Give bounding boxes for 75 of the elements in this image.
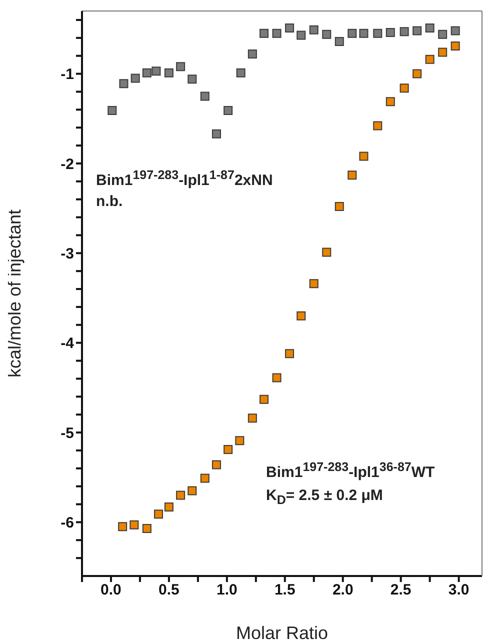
point	[119, 79, 128, 88]
point	[188, 74, 197, 84]
point	[142, 524, 152, 533]
y-tick-label: -2	[60, 156, 74, 173]
x-tick-label: 0.5	[158, 582, 180, 599]
point	[260, 394, 269, 404]
point	[348, 170, 357, 180]
annotation: n.b.	[96, 193, 123, 210]
point	[425, 54, 434, 64]
point	[248, 414, 257, 423]
point	[359, 28, 368, 38]
point	[200, 92, 210, 101]
x-axis-title: Molar Ratio	[236, 623, 328, 641]
x-tick-label: 0.0	[100, 582, 122, 599]
point	[322, 30, 332, 39]
point	[438, 30, 448, 39]
point	[108, 106, 117, 116]
point	[164, 502, 174, 512]
point	[130, 520, 139, 530]
point	[400, 84, 409, 93]
annotation: Bim1$^{197-283}$-Ipl1$^{1-87}$2xNN	[96, 168, 273, 189]
y-tick-label: -4	[60, 335, 75, 352]
point	[176, 490, 186, 500]
point	[152, 66, 161, 76]
point	[235, 436, 244, 446]
point	[224, 106, 233, 116]
point	[224, 445, 233, 454]
point	[348, 28, 357, 38]
point	[309, 279, 318, 288]
point	[450, 41, 460, 50]
point	[334, 202, 344, 212]
point	[450, 26, 460, 36]
point	[118, 522, 128, 532]
annotation: Bim1$^{197-283}$-Ipl1$^{36-87}$WT	[266, 460, 435, 481]
point	[438, 48, 448, 57]
point	[188, 486, 197, 496]
point	[373, 121, 382, 130]
annotation: K$_{D}$= 2.5 ± 0.2 μM	[266, 487, 383, 507]
point	[142, 68, 152, 78]
point	[154, 510, 164, 519]
point	[272, 28, 282, 38]
y-tick-label: -5	[60, 424, 74, 442]
point	[359, 152, 368, 161]
point	[285, 24, 294, 33]
point	[400, 27, 409, 36]
point	[425, 24, 434, 33]
point	[309, 25, 318, 34]
point	[272, 373, 282, 382]
y-tick-label: -6	[60, 514, 74, 532]
point	[130, 74, 140, 83]
point	[248, 50, 257, 59]
point	[322, 248, 332, 257]
point	[334, 36, 344, 46]
point	[212, 460, 221, 470]
point	[412, 26, 422, 36]
point	[212, 129, 221, 138]
x-tick-label: 1.5	[274, 582, 296, 599]
y-tick-label: -1	[60, 66, 74, 84]
point	[200, 474, 210, 483]
x-tick-label: 3.0	[448, 582, 470, 599]
point	[412, 69, 422, 78]
point	[296, 311, 306, 320]
point	[176, 62, 186, 72]
point	[260, 28, 269, 38]
point	[285, 349, 294, 358]
point	[373, 28, 382, 38]
x-tick-label: 1.0	[216, 582, 238, 599]
point	[386, 97, 395, 106]
x-tick-label: 2.5	[390, 582, 412, 599]
x-tick-label: 2.0	[332, 582, 354, 599]
point	[236, 68, 246, 78]
point	[164, 68, 174, 78]
point	[296, 30, 306, 40]
y-tick-label: -3	[60, 245, 74, 262]
point	[386, 28, 395, 38]
